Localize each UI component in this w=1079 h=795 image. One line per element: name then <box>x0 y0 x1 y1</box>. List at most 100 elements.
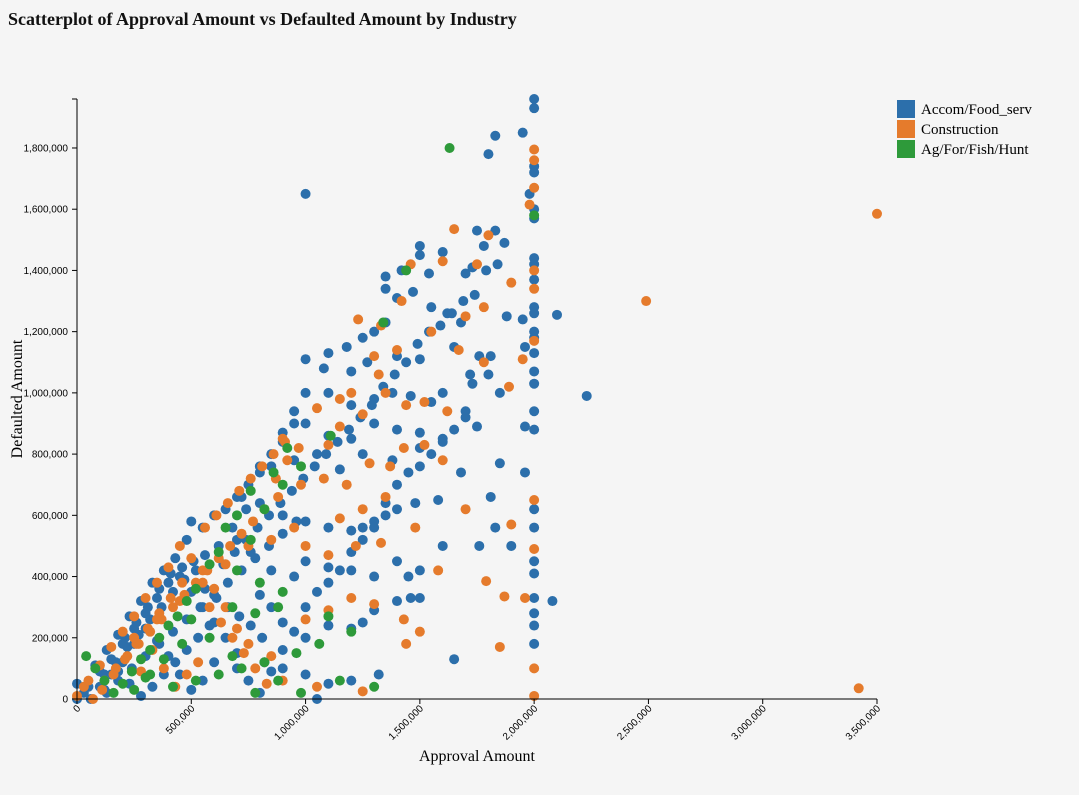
data-point <box>483 369 494 380</box>
data-point <box>414 354 425 365</box>
data-point <box>469 289 480 300</box>
data-point <box>273 675 284 686</box>
data-point <box>369 418 380 429</box>
y-tick-label: 400,000 <box>32 572 69 583</box>
data-point <box>168 681 178 692</box>
y-tick-label: 1,800,000 <box>24 143 69 154</box>
data-point <box>286 485 297 496</box>
data-point <box>403 467 414 478</box>
data-point <box>380 491 391 502</box>
x-tick-label: 2,000,000 <box>501 703 541 743</box>
data-point <box>220 522 231 533</box>
data-point <box>529 308 540 319</box>
data-point <box>78 681 89 692</box>
data-point <box>412 338 423 349</box>
data-point <box>506 540 517 551</box>
data-point <box>241 504 252 515</box>
data-point <box>106 641 117 652</box>
data-point <box>334 464 345 475</box>
data-point <box>238 648 249 659</box>
x-tick-label: 1,500,000 <box>387 703 427 743</box>
data-point <box>501 311 512 322</box>
data-point <box>414 250 425 261</box>
data-point <box>152 592 162 603</box>
data-point <box>97 684 108 695</box>
data-point <box>529 495 540 506</box>
data-point <box>250 608 261 619</box>
data-point <box>90 663 101 674</box>
data-point <box>312 403 322 414</box>
data-point <box>529 568 540 579</box>
data-point <box>227 651 238 662</box>
data-point <box>243 675 254 686</box>
data-point <box>478 240 489 251</box>
data-point <box>147 681 158 692</box>
data-point <box>190 565 201 576</box>
data-point <box>362 357 373 368</box>
data-point <box>401 357 412 368</box>
data-point <box>408 286 418 297</box>
data-point <box>282 455 293 466</box>
data-point <box>517 127 528 138</box>
data-point <box>494 641 505 652</box>
data-point <box>296 461 306 472</box>
data-point <box>186 516 197 527</box>
data-point <box>312 449 322 460</box>
data-point <box>346 675 357 686</box>
data-point <box>392 596 402 607</box>
data-point <box>494 458 505 469</box>
series-ag-for-fish-hunt <box>81 142 540 698</box>
data-point <box>485 491 496 502</box>
data-point <box>170 657 181 668</box>
data-point <box>517 354 528 365</box>
data-point <box>195 602 206 613</box>
data-point <box>300 387 311 398</box>
data-point <box>437 436 448 447</box>
data-point <box>140 592 151 603</box>
y-axis-ticks: 0 200,000 400,000 600,000 800,000 1,000,000 1,… <box>24 98 77 706</box>
data-point <box>392 504 402 515</box>
data-point <box>170 553 181 564</box>
data-point <box>346 525 357 536</box>
data-point <box>277 586 288 597</box>
data-point <box>323 550 334 561</box>
data-point <box>346 366 357 377</box>
data-point <box>398 614 409 625</box>
data-point <box>334 675 345 686</box>
data-point <box>520 421 530 432</box>
y-tick-label: 1,600,000 <box>24 205 69 216</box>
data-point <box>344 424 354 435</box>
data-point <box>108 687 119 698</box>
data-point <box>158 654 169 665</box>
data-point <box>485 351 496 362</box>
data-point <box>414 592 425 603</box>
data-point <box>289 418 300 429</box>
data-point <box>129 611 140 622</box>
data-point <box>414 461 425 472</box>
data-point <box>529 144 540 155</box>
data-point <box>380 387 391 398</box>
data-point <box>108 669 119 680</box>
data-point <box>174 669 185 680</box>
data-point <box>158 663 169 674</box>
data-point <box>853 683 864 694</box>
data-point <box>323 611 334 622</box>
data-point <box>410 498 421 509</box>
data-point <box>145 614 156 625</box>
data-point <box>529 592 540 603</box>
data-point <box>366 400 377 411</box>
data-point <box>467 378 478 389</box>
data-point <box>200 522 210 533</box>
data-point <box>334 565 345 576</box>
data-point <box>177 562 188 573</box>
data-point <box>309 461 320 472</box>
data-point <box>529 274 540 285</box>
data-point <box>300 614 311 625</box>
data-point <box>266 666 277 677</box>
data-point <box>350 540 361 551</box>
data-point <box>369 326 380 337</box>
data-point <box>321 449 332 460</box>
data-point <box>225 540 236 551</box>
data-point <box>145 645 156 656</box>
data-point <box>346 400 357 411</box>
